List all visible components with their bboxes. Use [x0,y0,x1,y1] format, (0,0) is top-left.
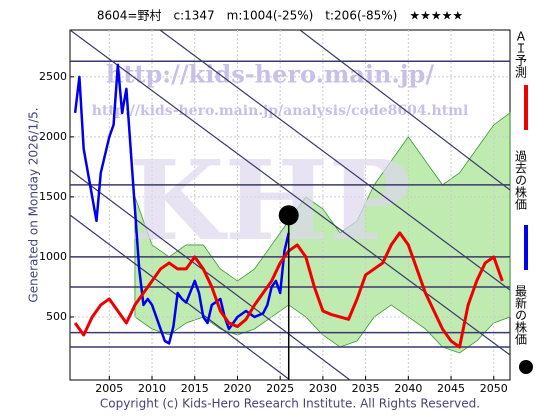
series-line [73,63,290,345]
legend-label: 最新の株価 [514,285,528,345]
x-tick-label: 2015 [181,382,209,395]
y-tick-label: 500 [46,310,67,323]
x-tick-label: 2010 [138,382,166,395]
chart-title: 8604=野村 c:1347 m:1004(-25%) t:206(-85%) … [97,9,463,23]
forecast-band [134,112,511,354]
legend: ＡＩ予測 過去の株価 最新の株価 [514,30,533,374]
watermark-page: http://kids-hero.main.jp/analysis/code86… [92,103,469,119]
x-tick-label: 2035 [352,382,380,395]
legend-label: 過去の株価 [514,150,528,210]
x-tick-label: 2030 [309,382,337,395]
trend-line [159,29,511,291]
trend-line [299,29,511,191]
copyright: Copyright (c) Kids-Hero Research Institu… [100,397,480,411]
x-tick-label: 2020 [223,382,251,395]
y-tick-label: 1000 [39,250,67,263]
x-tick-label: 2005 [95,382,123,395]
x-tick-label: 2025 [266,382,294,395]
watermark-logo: KHP [129,136,411,265]
legend-label: ＡＩ予測 [514,30,528,79]
legend-swatch [519,360,533,374]
trend-line [69,29,511,356]
y-tick-label: 1500 [39,190,67,203]
watermark-url: http://kids-hero.main.jp/ [106,60,434,89]
generated-note: Generated on Monday 2026/1/5. [27,107,41,302]
y-tick-label: 2000 [39,130,67,143]
latest-point [278,205,299,226]
x-tick-label: 2040 [394,382,422,395]
x-tick-label: 2050 [480,382,508,395]
x-tick-label: 2045 [437,382,465,395]
trend-line [69,169,351,381]
y-tick-label: 2500 [39,70,67,83]
